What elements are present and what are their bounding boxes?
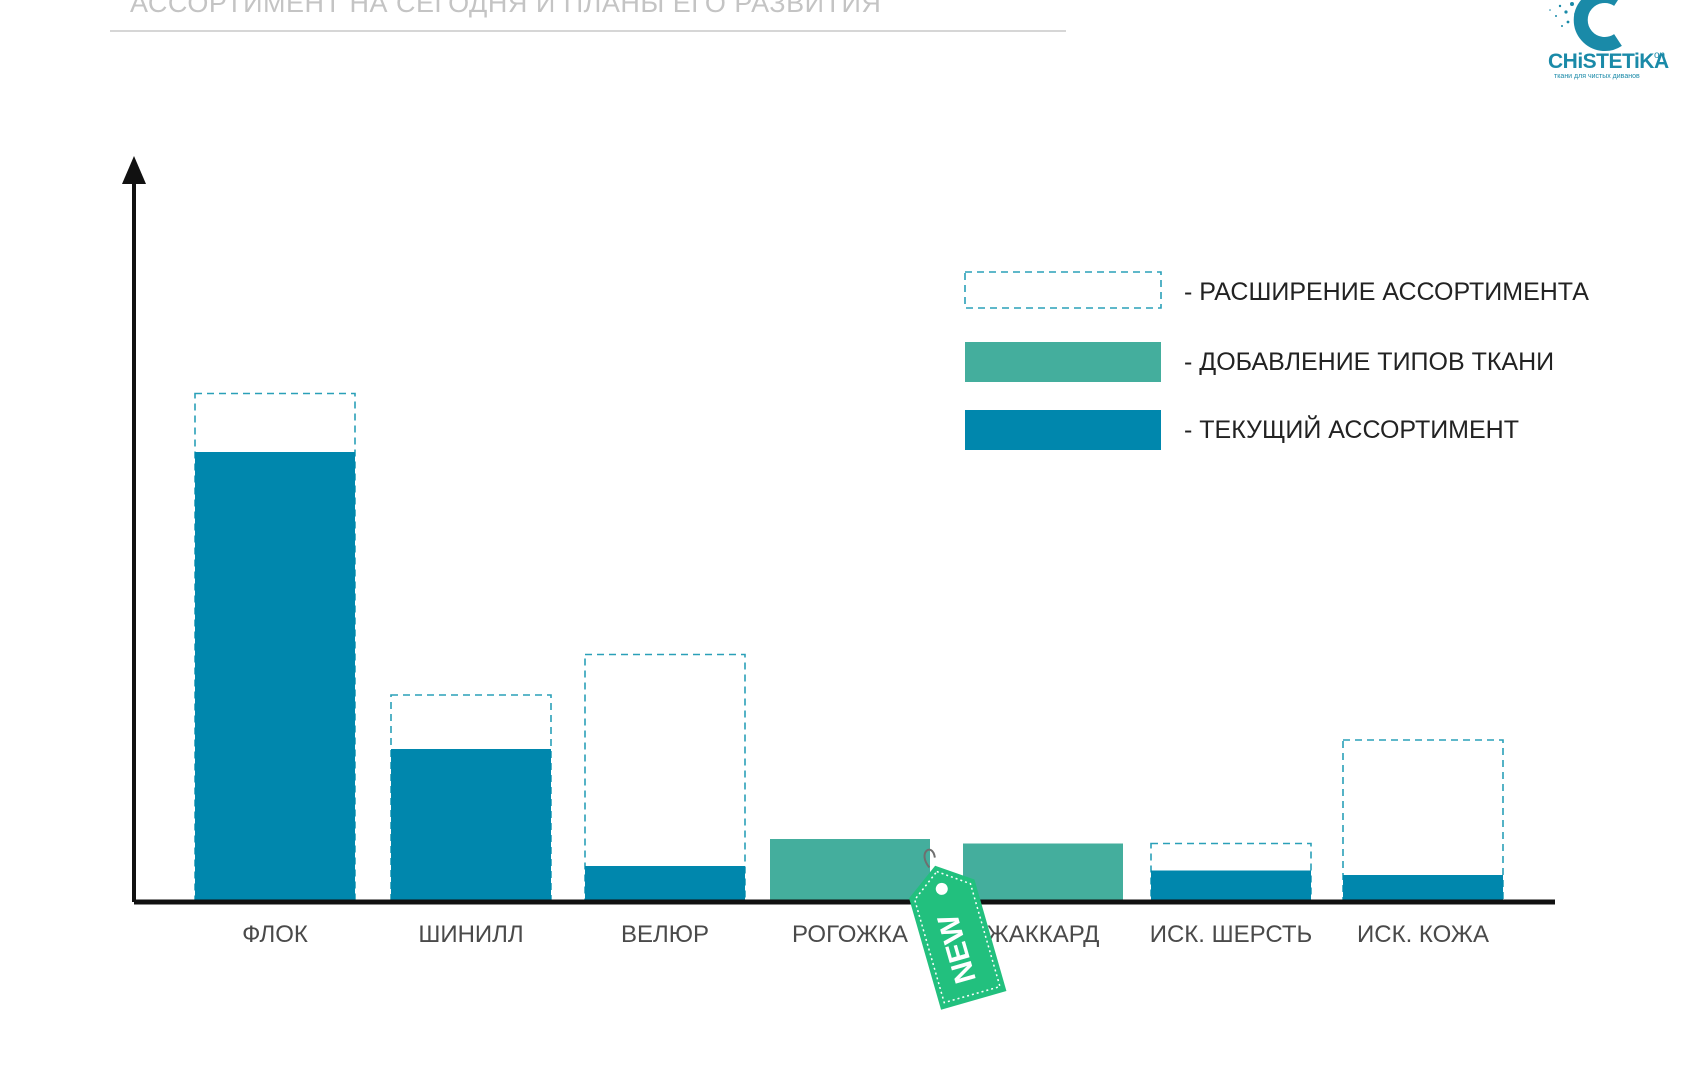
current-assortment-bar [1343, 875, 1503, 902]
x-tick-label: ФЛОК [242, 921, 308, 948]
logo-suffix: on [1654, 50, 1666, 61]
current-assortment-bar [195, 452, 355, 902]
legend-label: - ДОБАВЛЕНИЕ ТИПОВ ТКАНИ [1184, 348, 1554, 376]
new-tag-icon: NEW [909, 848, 1007, 1010]
tag-string [923, 848, 936, 869]
tag-hole [935, 882, 948, 895]
x-tick-label: ИСК. КОЖА [1357, 921, 1489, 948]
legend-label: - РАСШИРЕНИЕ АССОРТИМЕНТА [1184, 278, 1589, 306]
legend-swatch-expansion [964, 271, 1162, 309]
expansion-bar [584, 653, 746, 903]
x-tick-label: ШИНИЛЛ [418, 921, 523, 948]
x-tick-label: ВЕЛЮР [621, 921, 709, 948]
tag-body [909, 865, 1007, 1010]
tag-stitching [913, 870, 1001, 1004]
current-assortment-bar [391, 749, 551, 902]
legend-swatch-added [965, 342, 1161, 382]
y-axis-arrow-icon [122, 156, 146, 184]
x-tick-label: РОГОЖКА [792, 921, 908, 948]
added-type-bar [963, 843, 1123, 902]
added-type-bar [770, 839, 930, 902]
logo-tagline: ткани для чистых диванов [1554, 73, 1640, 80]
page-title: АССОРТИМЕНТ НА СЕГОДНЯ И ПЛАНЫ ЕГО РАЗВИ… [130, 0, 882, 18]
x-tick-label: ЖАККАРД [987, 921, 1100, 948]
x-tick-label: ИСК. ШЕРСТЬ [1150, 921, 1313, 948]
letter-c-dotted-logo-icon [1549, 0, 1622, 51]
title-divider [110, 30, 1066, 32]
legend-label: - ТЕКУЩИЙ АССОРТИМЕНТ [1184, 414, 1519, 444]
logo-name: CHiSTETiKA [1548, 50, 1669, 73]
current-assortment-bar [1151, 870, 1311, 902]
legend-swatch-current [965, 410, 1161, 450]
current-assortment-bar [585, 866, 745, 902]
logo: CHiSTETiKA on ткани для чистых диванов [1520, 0, 1670, 92]
